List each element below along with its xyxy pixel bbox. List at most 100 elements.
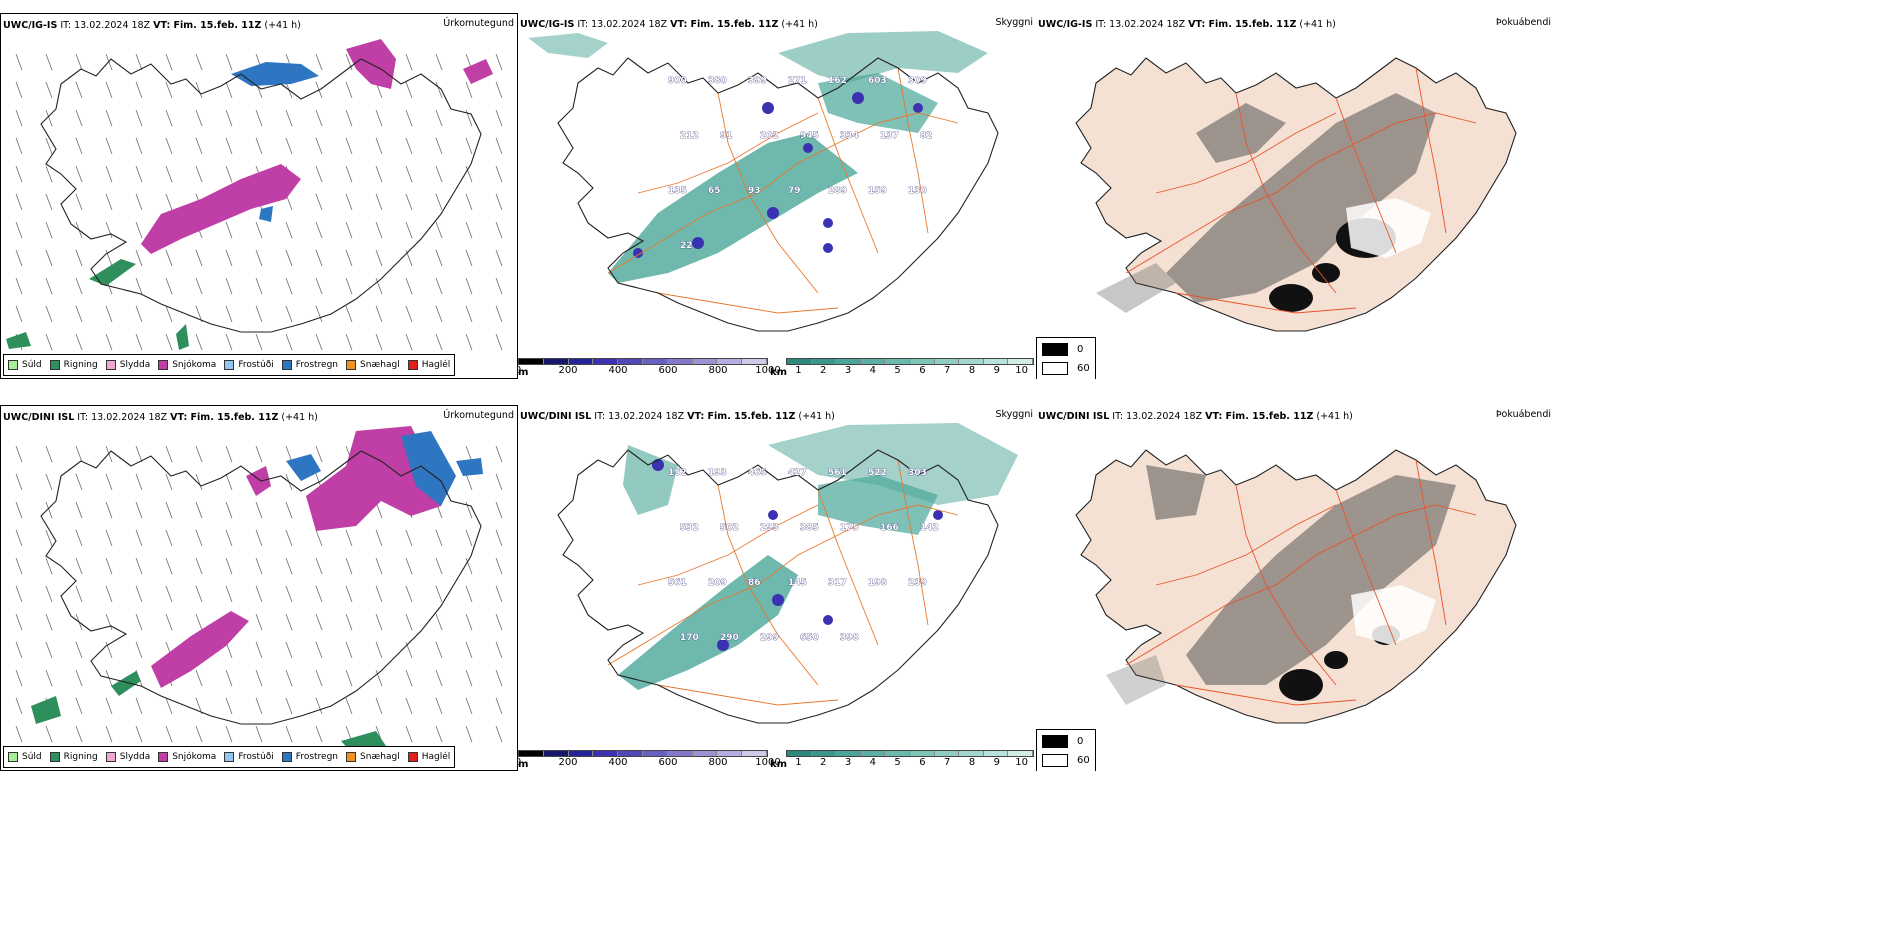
wind-barb (45, 585, 53, 603)
ceiling-label: 465 (748, 468, 767, 478)
wind-barb (405, 585, 413, 603)
colorbar-cell (959, 359, 984, 364)
ceiling-label: 427 (788, 468, 807, 478)
ceiling-labels: 152 193 465 427 561 522 303 532 502 293 385 175 166 1… (668, 468, 939, 644)
legend-swatch (49, 360, 60, 370)
wind-barb (165, 305, 173, 323)
ceiling-label: 289 (828, 186, 847, 196)
colorbar-tick: 1000 (755, 365, 781, 376)
colorbar-cell (742, 751, 767, 756)
fog-legend-row: 60 (1042, 754, 1090, 767)
wind-barb (135, 557, 143, 575)
wind-barb (195, 557, 203, 575)
legend-swatch (407, 360, 418, 370)
wind-barb (135, 333, 143, 351)
wind-barb (45, 53, 53, 71)
colorbar-cell (885, 751, 910, 756)
fog-legend-swatch (1042, 735, 1068, 748)
wind-barb (75, 137, 83, 155)
colorbar-tick: 400 (608, 365, 628, 376)
wind-barb (495, 333, 503, 351)
colorbar-cell (909, 359, 935, 364)
wind-barb (435, 557, 443, 575)
wind-barb (495, 557, 503, 575)
ceiling-visibility-map-2: 152 193 465 427 561 522 303 532 502 293 385 175 166 1… (557, 423, 1018, 724)
ceiling-label: 502 (720, 523, 739, 533)
legend-label: Slydda (119, 360, 151, 370)
wind-barb (285, 613, 293, 631)
colorbar-cell (593, 359, 619, 364)
wind-barb (465, 109, 473, 127)
colorbar-cell (692, 751, 718, 756)
colorbar-tick: 4 (869, 365, 876, 376)
legend-item: Snæhagl (346, 360, 400, 370)
wind-barb (45, 193, 53, 211)
wind-barb (255, 137, 263, 155)
wind-barb (15, 445, 23, 463)
colorbar-cell (543, 359, 569, 364)
fog-indicator-panel-2: UWC/DINI ISL IT: 13.02.2024 18Z VT: Fim.… (1036, 405, 1554, 771)
colorbar-cell (934, 359, 960, 364)
wind-barb (165, 445, 173, 463)
legend-label: Súld (22, 360, 42, 370)
wind-barb (165, 53, 173, 71)
wind-barb (315, 669, 323, 687)
fog-shading (1096, 93, 1436, 313)
frost-rain-area (231, 62, 319, 222)
wind-barb (105, 305, 113, 323)
ceiling-label: 317 (828, 578, 847, 588)
wind-barb (105, 697, 113, 715)
ceiling-label: 303 (908, 468, 927, 478)
wind-barb (45, 277, 53, 295)
colorbar-cell (983, 751, 1009, 756)
wind-barb (315, 697, 323, 715)
ceiling-label: 239 (908, 578, 927, 588)
wind-barb (495, 249, 503, 267)
colorbar-tick: 1 (795, 365, 802, 376)
wind-barb (75, 641, 83, 659)
legend-label: Rigning (63, 752, 98, 762)
wind-barb (225, 221, 233, 239)
wind-barb (435, 249, 443, 267)
wind-barb (225, 137, 233, 155)
wind-barb (435, 305, 443, 323)
wind-barb (165, 473, 173, 491)
ceiling-label: 65 (708, 186, 721, 196)
ceiling-colorbar: 0 200 400 600 800 1000 (518, 358, 781, 376)
legend-item: Rigning (49, 752, 98, 762)
colorbar-cell (836, 359, 861, 364)
wind-barb (135, 53, 143, 71)
legend-swatch (281, 752, 292, 762)
wind-barb (495, 501, 503, 519)
legend-item: Snæhagl (346, 752, 400, 762)
wind-barb (465, 277, 473, 295)
wind-barb (225, 529, 233, 547)
legend-item: Súld (8, 752, 42, 762)
wind-barb (345, 697, 353, 715)
wind-barb (75, 557, 83, 575)
wind-barb (405, 193, 413, 211)
wind-barb (105, 165, 113, 183)
ceiling-label: 175 (840, 523, 859, 533)
wind-barb (225, 557, 233, 575)
legend-item: Frostregn (281, 752, 338, 762)
colorbar-tick: 0 (518, 757, 521, 768)
wind-barb (315, 165, 323, 183)
wind-barb (45, 333, 53, 351)
wind-barb (465, 333, 473, 351)
wind-barb (45, 445, 53, 463)
wind-barb (225, 333, 233, 351)
wind-barb (465, 473, 473, 491)
wind-barb (105, 81, 113, 99)
wind-barb (75, 725, 83, 743)
wind-barb (195, 501, 203, 519)
panel-name: Úrkomutegund (443, 18, 514, 29)
wind-barb (105, 557, 113, 575)
wind-barb (345, 137, 353, 155)
wind-barb (15, 725, 23, 743)
wind-barb (225, 277, 233, 295)
wind-barb (15, 669, 23, 687)
wind-barb (15, 557, 23, 575)
wind-barb (405, 109, 413, 127)
ceiling-label: 650 (800, 633, 819, 643)
